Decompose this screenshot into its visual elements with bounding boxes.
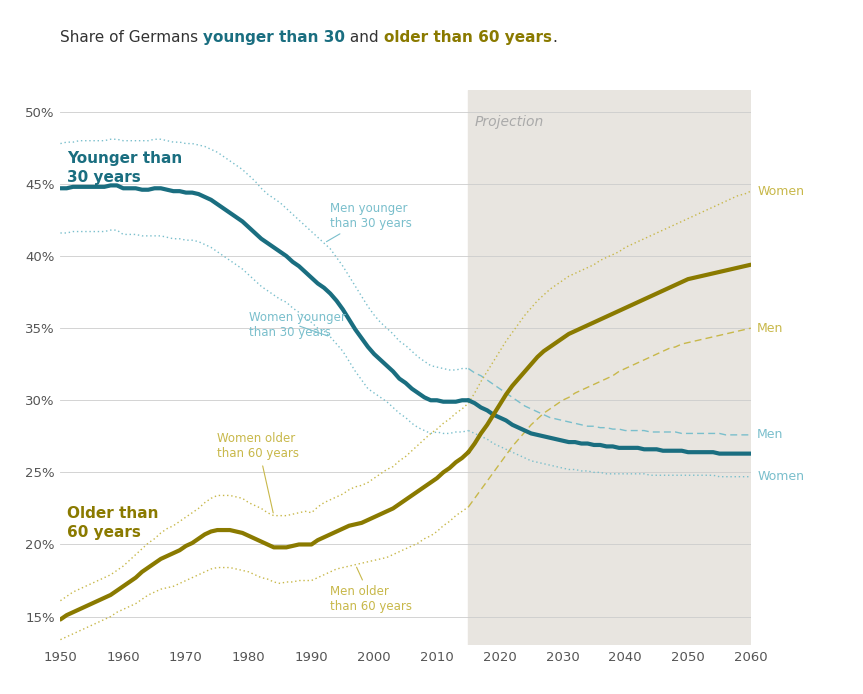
- Text: Women: Women: [757, 185, 804, 198]
- Text: Men: Men: [757, 428, 784, 441]
- Bar: [469, 90, 782, 645]
- Text: Men older
than 60 years: Men older than 60 years: [331, 567, 413, 613]
- Text: older than 60 years: older than 60 years: [384, 30, 552, 45]
- Text: and: and: [345, 30, 384, 45]
- Text: Women younger
than 30 years: Women younger than 30 years: [249, 312, 345, 339]
- Text: Younger than
30 years: Younger than 30 years: [66, 151, 182, 185]
- Text: Share of Germans: Share of Germans: [60, 30, 204, 45]
- Text: Older than
60 years: Older than 60 years: [66, 506, 158, 540]
- Text: Projection: Projection: [475, 115, 544, 128]
- Text: younger than 30: younger than 30: [204, 30, 345, 45]
- Text: .: .: [552, 30, 557, 45]
- Text: Women: Women: [757, 471, 804, 483]
- Text: Women older
than 60 years: Women older than 60 years: [217, 432, 299, 513]
- Text: Men: Men: [757, 321, 784, 335]
- Text: Men younger
than 30 years: Men younger than 30 years: [326, 202, 413, 242]
